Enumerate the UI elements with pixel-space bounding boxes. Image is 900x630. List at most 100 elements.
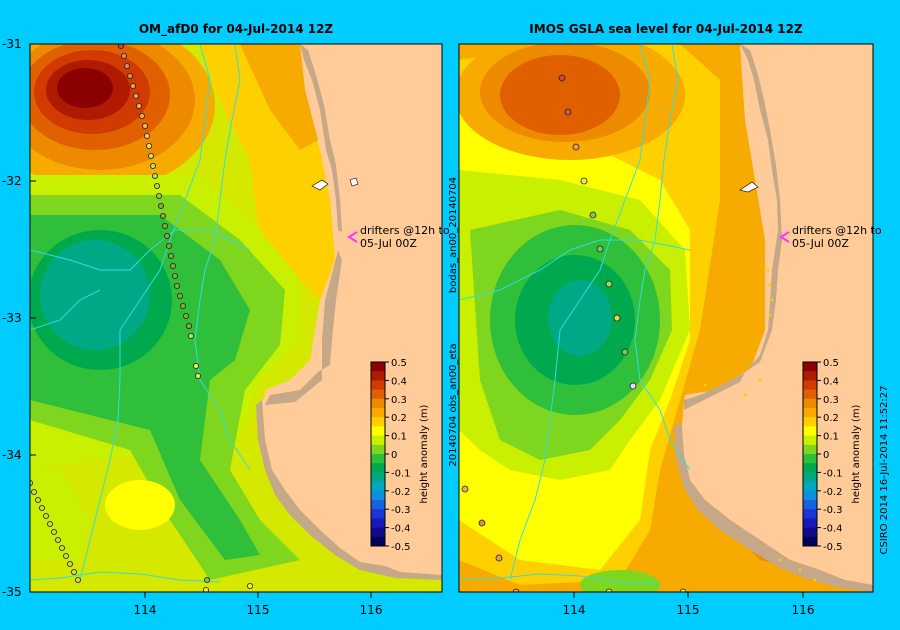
left-map-panel (29, 43, 443, 593)
colorbar-tick-label: 0.2 (823, 413, 839, 424)
right-colorbar: 0.5 0.4 0.3 0.2 0.1 0 -0.1 -0.2 -0.3 -0.4 -0.5 heig… (802, 358, 862, 553)
colorbar-tick-label: 0.3 (823, 395, 839, 406)
drifter-label-line2: 05-Jul 00Z (360, 237, 417, 250)
drifter-label-line2: 05-Jul 00Z (792, 237, 849, 250)
colorbar-segment (803, 371, 817, 381)
colorbar-label: height anomaly (m) (419, 404, 430, 503)
colorbar-segment (371, 490, 385, 501)
lat-tick-label: -33 (2, 311, 22, 325)
left-vertical-text-2: 20140704 obs_an00_eta (448, 343, 459, 466)
colorbar-tick-label: 0 (391, 450, 397, 461)
colorbar-segment (803, 518, 817, 529)
colorbar-tick-label: -0.4 (391, 524, 411, 535)
left-panel-title: OM_afD0 for 04-Jul-2014 12Z (139, 22, 334, 37)
colorbar-tick-label: -0.4 (823, 524, 843, 535)
right-drifter-annotation: drifters @12h to 05-Jul 00Z (779, 224, 882, 250)
colorbar-segment (371, 509, 385, 519)
magenta-arrow-icon (347, 231, 358, 243)
left-lat-axis: -31 -32 -33 -34 -35 (2, 37, 36, 599)
colorbar-segment (803, 490, 817, 501)
colorbar-tick-label: 0.2 (391, 413, 407, 424)
left-drifter-track-2 (30, 480, 253, 592)
colorbar-segment (371, 518, 385, 529)
colorbar-tick-label: 0.3 (391, 395, 407, 406)
right-panel-title: IMOS GSLA sea level for 04-Jul-2014 12Z (529, 22, 803, 36)
left-ocean-field (30, 44, 442, 592)
colorbar-segment (371, 408, 385, 418)
lon-tick-label: 116 (360, 603, 383, 617)
colorbar-segment (803, 380, 817, 391)
right-drifter-track-1 (558, 74, 637, 390)
lon-tick-label: 114 (563, 603, 586, 617)
colorbar-tick-label: -0.3 (823, 505, 843, 516)
lon-tick-label: 114 (134, 603, 157, 617)
drifter-label-line1: drifters @12h to (360, 224, 450, 237)
colorbar-tick-label: 0.4 (391, 376, 407, 387)
colorbar-segment (371, 435, 385, 446)
right-ocean-field (459, 44, 873, 592)
colorbar-segment (371, 398, 385, 409)
left-colorbar: 0.5 0.4 0.3 0.2 0.1 0 -0.1 -0.2 -0.3 -0.4 -0.5 heig… (370, 358, 430, 553)
lat-tick-label: -31 (2, 37, 22, 51)
colorbar-tick-label: -0.1 (823, 468, 843, 479)
right-lon-axis: 114 115 116 (563, 592, 815, 617)
right-vertical-text: CSIRO 2014 16-Jul-2014 11:52:27 (879, 385, 890, 554)
colorbar-segment (803, 509, 817, 519)
colorbar-segment (371, 417, 385, 427)
colorbar-segment (371, 362, 385, 372)
colorbar-tick-label: -0.5 (823, 542, 843, 553)
colorbar-segment (803, 472, 817, 483)
colorbar-tick-label: 0.5 (391, 358, 407, 369)
colorbar-segment (803, 362, 817, 372)
colorbar-tick-label: -0.2 (823, 487, 843, 498)
lat-tick-label: -35 (2, 585, 22, 599)
colorbar-tick-label: 0.5 (823, 358, 839, 369)
colorbar-segment (371, 536, 385, 547)
colorbar-segment (803, 536, 817, 547)
colorbar-segment (803, 463, 817, 473)
lon-tick-label: 115 (247, 603, 270, 617)
right-map-frame (458, 43, 874, 593)
right-small-drifter-dots (703, 268, 817, 582)
colorbar-segment (371, 380, 385, 391)
colorbar-segment (803, 454, 817, 464)
colorbar-tick-label: -0.2 (391, 487, 411, 498)
colorbar-segment (371, 389, 385, 400)
colorbar-segment (803, 389, 817, 400)
colorbar-segment (803, 481, 817, 492)
left-lon-axis: 114 115 116 (134, 592, 383, 617)
magenta-arrow-icon (779, 231, 790, 243)
right-drifter-track-2 (461, 485, 687, 592)
colorbar-segment (371, 472, 385, 483)
drifter-label-line1: drifters @12h to (792, 224, 882, 237)
colorbar-tick-label: 0.1 (391, 432, 407, 443)
lat-tick-label: -34 (2, 448, 22, 462)
colorbar-tick-label: -0.1 (391, 468, 411, 479)
colorbar-segment (803, 527, 817, 538)
colorbar-segment (803, 398, 817, 409)
colorbar-segment (371, 426, 385, 437)
colorbar-segment (371, 371, 385, 381)
colorbar-segment (803, 426, 817, 437)
colorbar-segment (803, 444, 817, 455)
left-drifter-track-1 (118, 44, 201, 379)
colorbar-tick-label: -0.5 (391, 542, 411, 553)
colorbar-segment (371, 463, 385, 473)
colorbar-segment (371, 454, 385, 464)
colorbar-tick-label: 0 (823, 450, 829, 461)
colorbar-segment (803, 408, 817, 418)
colorbar-tick-label: -0.3 (391, 505, 411, 516)
lon-tick-label: 115 (677, 603, 700, 617)
lat-tick-label: -32 (2, 174, 22, 188)
colorbar-segment (371, 444, 385, 455)
colorbar-segment (803, 417, 817, 427)
colorbar-segment (803, 435, 817, 446)
colorbar-label: height anomaly (m) (851, 404, 862, 503)
left-drifter-annotation: drifters @12h to 05-Jul 00Z (347, 224, 450, 250)
colorbar-segment (371, 481, 385, 492)
colorbar-segment (371, 527, 385, 538)
lon-tick-label: 116 (792, 603, 815, 617)
colorbar-segment (803, 500, 817, 510)
colorbar-segment (371, 500, 385, 510)
